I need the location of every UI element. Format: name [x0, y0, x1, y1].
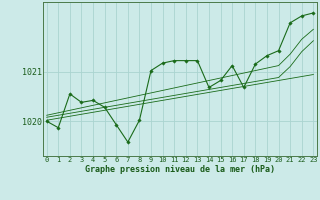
- X-axis label: Graphe pression niveau de la mer (hPa): Graphe pression niveau de la mer (hPa): [85, 165, 275, 174]
